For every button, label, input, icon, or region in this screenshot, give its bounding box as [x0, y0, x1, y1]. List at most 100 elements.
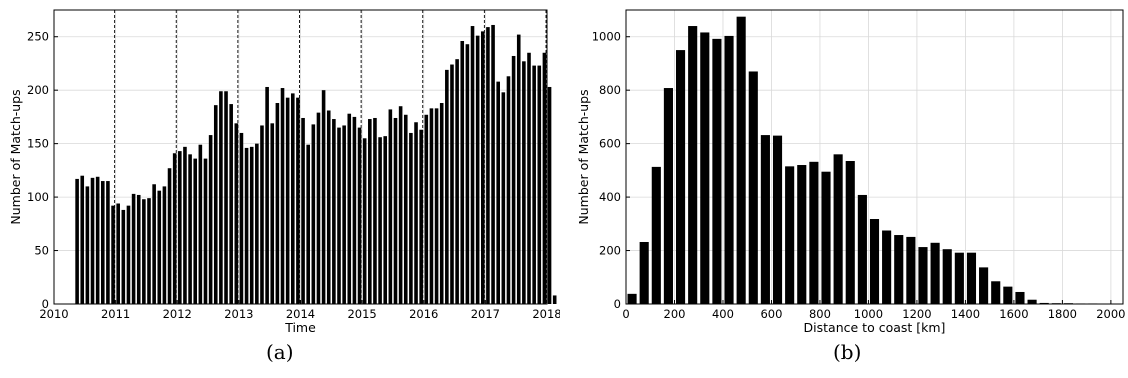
- y-tick-label: 0: [42, 297, 49, 311]
- bar: [172, 153, 177, 304]
- bar: [167, 168, 172, 304]
- bar: [954, 252, 964, 304]
- bar: [255, 143, 259, 304]
- bar: [736, 16, 746, 304]
- x-tick-label: 2017: [471, 307, 500, 321]
- bar: [244, 147, 249, 304]
- bar: [378, 137, 382, 304]
- bar: [270, 123, 275, 304]
- bar: [95, 176, 100, 304]
- bar: [475, 35, 480, 305]
- x-tick-label: 2000: [1096, 307, 1125, 321]
- y-axis-label: Number of Match-ups: [576, 89, 591, 224]
- x-tick-label: 800: [809, 307, 831, 321]
- bar: [162, 186, 167, 304]
- bar: [491, 24, 495, 304]
- bar: [234, 123, 239, 304]
- bar: [439, 103, 444, 304]
- bar: [260, 125, 264, 304]
- x-tick-label: 2014: [286, 307, 315, 321]
- bar: [785, 166, 795, 304]
- bar: [316, 112, 321, 305]
- x-tick-label: 1400: [951, 307, 980, 321]
- bar: [198, 144, 203, 304]
- bar: [1003, 286, 1013, 304]
- bar: [537, 65, 542, 304]
- bar: [249, 146, 254, 304]
- bar: [337, 127, 341, 304]
- bar: [445, 69, 449, 305]
- bar: [894, 235, 904, 304]
- chart-b: 0 200 400 600 800 1000 1200 1400 1600 1800 2000 0 20…: [565, 0, 1128, 340]
- bar: [1039, 302, 1049, 304]
- bar: [833, 154, 843, 304]
- bar: [991, 281, 1001, 304]
- bar: [821, 171, 831, 304]
- bar: [663, 88, 673, 304]
- y-tick-label: 800: [599, 83, 621, 97]
- bar: [90, 177, 95, 304]
- caption-b: (b): [833, 340, 862, 364]
- bar: [882, 230, 892, 304]
- bar: [414, 122, 418, 304]
- bar: [930, 242, 940, 304]
- bar: [362, 138, 367, 304]
- bar: [522, 61, 526, 305]
- plot-frame: [625, 9, 1124, 305]
- bar: [651, 166, 661, 304]
- bar: [712, 38, 722, 305]
- bar: [321, 90, 326, 304]
- bar: [368, 119, 372, 304]
- bar: [147, 198, 151, 304]
- bar: [480, 31, 485, 305]
- bar: [131, 193, 136, 304]
- bar: [460, 41, 465, 305]
- chart-b-svg: 0 200 400 600 800 1000 1200 1400 1600 1800 2000 0 20…: [576, 9, 1126, 335]
- bar: [547, 86, 552, 304]
- bar: [121, 209, 126, 304]
- bar: [275, 103, 280, 304]
- y-axis-label: Number of Match-ups: [8, 89, 23, 224]
- bar: [188, 154, 192, 304]
- x-tick-label: 1000: [854, 307, 883, 321]
- bar: [409, 132, 413, 304]
- caption-a: (a): [266, 340, 294, 364]
- bar: [178, 151, 182, 304]
- bar: [688, 26, 698, 304]
- bar: [265, 86, 269, 304]
- x-tick-label: 600: [760, 307, 782, 321]
- bar: [388, 109, 393, 305]
- y-tick-label: 0: [614, 297, 621, 311]
- x-axis-label: Time: [284, 320, 316, 335]
- bar: [239, 132, 244, 304]
- bar: [229, 104, 233, 304]
- bar: [301, 117, 305, 304]
- x-tick-label: 2013: [224, 307, 253, 321]
- bar: [501, 92, 506, 304]
- bar: [224, 91, 228, 304]
- bar: [183, 146, 187, 304]
- bar: [552, 295, 557, 304]
- bar: [152, 184, 156, 304]
- bar: [85, 186, 90, 304]
- bar: [383, 136, 388, 304]
- x-axis-label: Distance to coast [km]: [804, 320, 946, 335]
- bar: [116, 203, 120, 304]
- bar: [516, 34, 521, 305]
- bar: [357, 127, 362, 304]
- bar: [306, 144, 310, 304]
- bar: [527, 52, 531, 304]
- bar: [639, 241, 649, 304]
- x-tick-label: 400: [712, 307, 734, 321]
- x-tick-label: 0: [622, 307, 629, 321]
- bar: [290, 93, 295, 304]
- bar: [542, 52, 547, 304]
- x-tick-label: 2018: [532, 307, 560, 321]
- y-tick-label: 200: [599, 244, 621, 258]
- bar: [80, 175, 85, 304]
- bar: [373, 117, 377, 304]
- bar: [1015, 291, 1025, 304]
- bar: [393, 117, 398, 304]
- y-tick-label: 150: [27, 137, 49, 151]
- bar: [496, 81, 500, 304]
